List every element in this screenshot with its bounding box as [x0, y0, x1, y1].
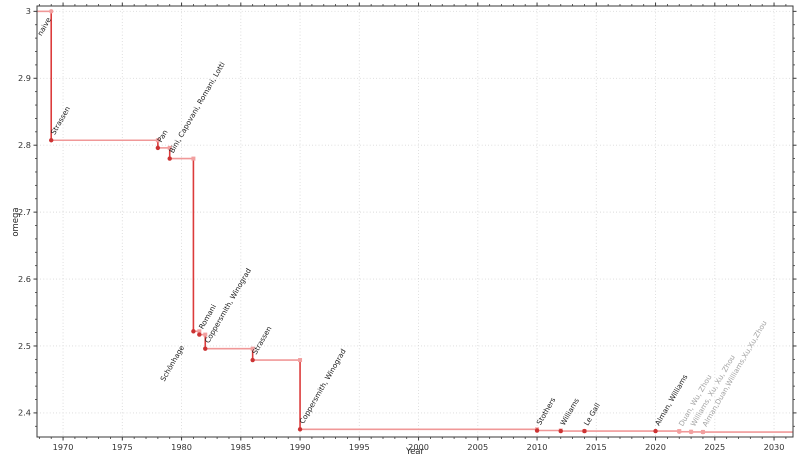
data-point: [297, 427, 303, 432]
point-label: Strassen: [49, 105, 72, 137]
point-label: Stothers: [534, 396, 557, 427]
x-tick-label: 1975: [112, 442, 133, 452]
data-point: [582, 428, 587, 434]
step-corner-marker: [155, 138, 160, 143]
step-corner-marker: [203, 332, 208, 337]
point-label: Coppersmith, Winograd: [297, 347, 347, 425]
x-tick-label: 1995: [349, 442, 370, 452]
step-corner-marker: [298, 358, 303, 363]
plot-border: [36, 5, 794, 438]
data-point: [688, 429, 694, 435]
data-point: [155, 145, 161, 151]
point-label: Strassen: [250, 324, 273, 356]
step-corner-marker: [167, 145, 172, 150]
y-tick-label: 2.5: [18, 341, 31, 351]
x-tick-label: 2000: [408, 442, 429, 452]
y-axis-title: omega: [11, 207, 21, 237]
data-point: [197, 332, 202, 337]
y-tick-label: 3: [26, 6, 31, 16]
x-tick-label: 2005: [467, 442, 488, 452]
step-corner-marker: [191, 156, 196, 161]
point-label: Williams: [558, 396, 581, 427]
data-point: [191, 329, 196, 334]
x-tick-label: 2025: [704, 442, 725, 452]
step-corner-marker: [197, 329, 202, 334]
data-point: [677, 429, 682, 434]
x-tick-label: 1990: [290, 442, 311, 452]
data-point: [203, 346, 208, 351]
data-point: [534, 428, 540, 433]
x-tick-label: 1970: [53, 442, 74, 452]
x-tick-label: 1980: [171, 442, 192, 452]
x-tick-label: 2015: [586, 442, 607, 452]
x-axis-title: Year: [406, 447, 424, 457]
data-point: [49, 9, 54, 14]
point-label: Pan: [155, 128, 169, 144]
data-point: [167, 156, 172, 161]
data-point: [250, 357, 255, 363]
point-label: Schönhage: [158, 343, 186, 383]
x-tick-label: 2020: [645, 442, 666, 452]
x-tick-label: 2030: [764, 442, 785, 452]
x-tick-label: 1985: [230, 442, 251, 452]
y-tick-label: 2.7: [18, 207, 31, 217]
point-label: Bini, Capovani, Romani, Lotti: [167, 60, 227, 154]
y-tick-label: 2.6: [18, 274, 31, 284]
point-label: Le Gall: [582, 401, 602, 427]
data-point: [558, 428, 563, 434]
data-point: [49, 138, 54, 143]
y-tick-label: 2.9: [18, 73, 31, 83]
point-label: Alman,Duan,Williams,Xu,Xu,Zhou: [700, 319, 768, 428]
data-point: [700, 429, 706, 435]
data-point: [653, 428, 658, 434]
y-tick-label: 2.4: [18, 408, 31, 418]
y-tick-label: 2.8: [18, 140, 31, 150]
x-tick-label: 2010: [527, 442, 548, 452]
step-corner-marker: [250, 346, 255, 351]
